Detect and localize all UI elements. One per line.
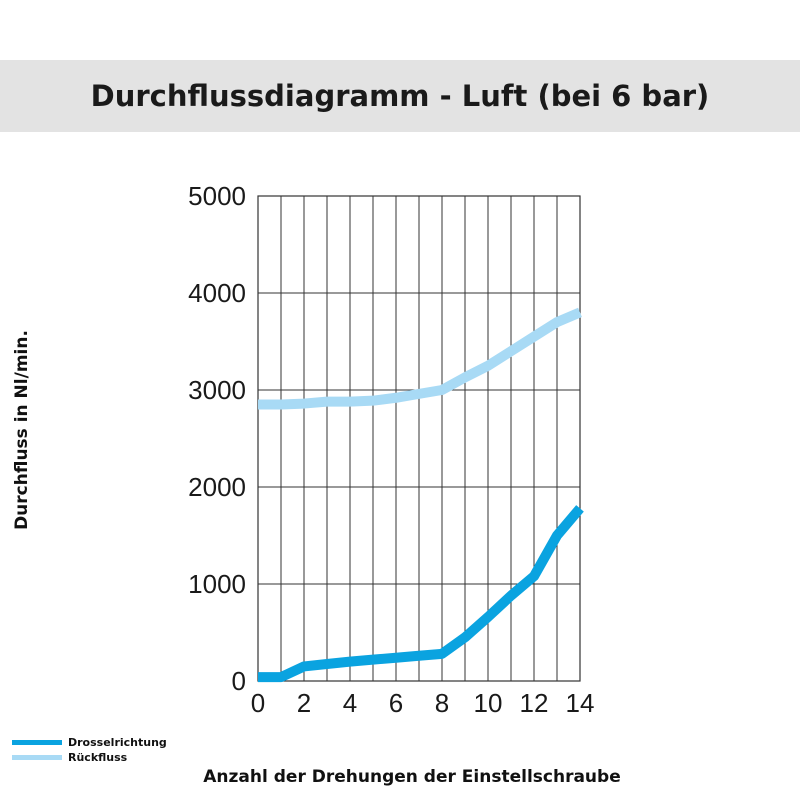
y-tick-label: 0 (232, 666, 246, 696)
y-tick-label: 1000 (188, 569, 246, 599)
x-tick-label: 8 (435, 688, 449, 718)
x-tick-label: 12 (520, 688, 549, 718)
legend-swatch-drosselrichtung (12, 740, 62, 745)
plot-frame (257, 195, 581, 682)
legend-item-drosselrichtung: Drosselrichtung (12, 735, 167, 750)
y-tick-label: 3000 (188, 375, 246, 405)
y-tick-label: 2000 (188, 472, 246, 502)
legend-item-rueckfluss: Rückfluss (12, 750, 167, 765)
x-tick-label: 4 (343, 688, 357, 718)
series-line-rueckfluss (258, 307, 582, 410)
x-tick-label: 6 (389, 688, 403, 718)
legend-label-drosselrichtung: Drosselrichtung (68, 736, 167, 749)
x-tick-label: 10 (474, 688, 503, 718)
x-axis-label: Anzahl der Drehungen der Einstellschraub… (203, 767, 621, 787)
legend: Drosselrichtung Rückfluss (12, 735, 167, 765)
x-tick-label: 0 (251, 688, 265, 718)
y-tick-label: 5000 (188, 181, 246, 211)
x-tick-label: 14 (566, 688, 595, 718)
legend-swatch-rueckfluss (12, 755, 62, 760)
y-axis-label: Durchfluss in Nl/min. (12, 330, 32, 530)
y-tick-label: 4000 (188, 278, 246, 308)
series-line-drosselrichtung (258, 505, 584, 683)
x-tick-label: 2 (297, 688, 311, 718)
legend-label-rueckfluss: Rückfluss (68, 751, 128, 764)
chart-title: Durchflussdiagramm - Luft (bei 6 bar) (90, 79, 710, 113)
title-bar: Durchflussdiagramm - Luft (bei 6 bar) (0, 60, 800, 132)
